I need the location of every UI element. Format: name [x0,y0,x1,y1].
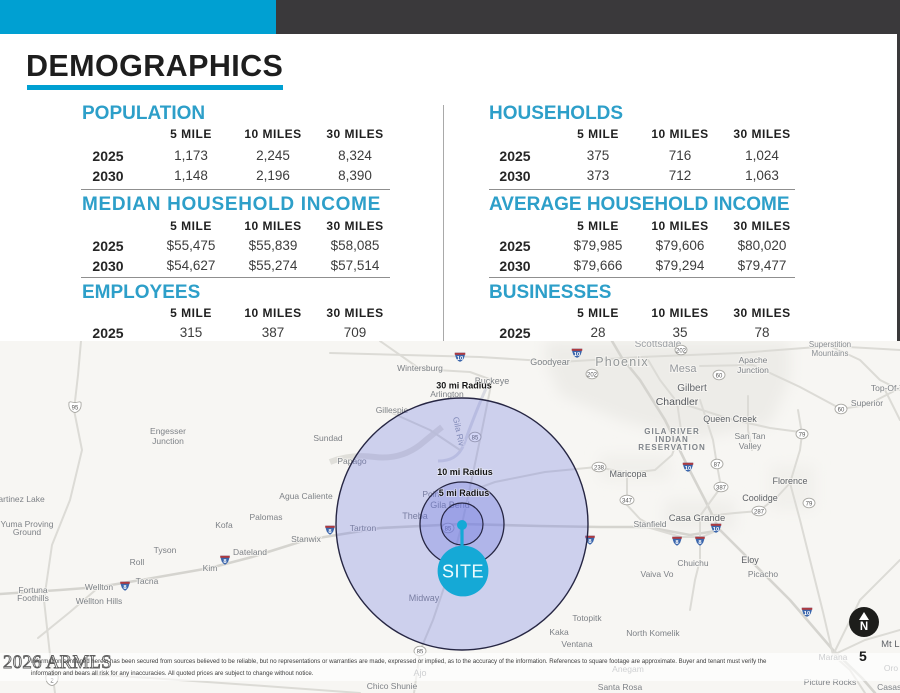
svg-text:Superstition: Superstition [809,341,851,349]
svg-text:Ground: Ground [13,527,42,537]
svg-text:Engesser: Engesser [150,426,186,436]
svg-text:8: 8 [698,540,702,546]
svg-text:Dateland: Dateland [233,547,267,557]
svg-text:RESERVATION: RESERVATION [638,443,705,452]
svg-text:Tyson: Tyson [154,545,177,555]
svg-text:Casas A: Casas A [877,682,900,692]
svg-text:Maricopa: Maricopa [609,469,646,479]
svg-text:Goodyear: Goodyear [530,357,570,367]
svg-text:Florence: Florence [772,476,807,486]
svg-text:8: 8 [588,539,592,545]
svg-text:Tartron: Tartron [350,523,377,533]
svg-text:Junction: Junction [737,365,769,375]
svg-text:347: 347 [622,499,633,505]
svg-text:Stanwix: Stanwix [291,534,322,544]
svg-text:North Komelik: North Komelik [626,628,680,638]
svg-text:202: 202 [676,349,687,355]
svg-text:Ventana: Ventana [561,639,592,649]
svg-text:Roll: Roll [130,557,145,567]
svg-text:Scottsdale: Scottsdale [635,341,682,350]
svg-text:Chico Shunie: Chico Shunie [367,681,418,691]
svg-text:GILA RIVER: GILA RIVER [644,427,699,436]
svg-text:30 mi Radius: 30 mi Radius [436,381,492,391]
svg-text:Totopitk: Totopitk [572,613,602,623]
svg-text:8: 8 [328,529,332,535]
svg-text:10: 10 [574,352,580,358]
svg-text:Superior: Superior [851,398,883,408]
svg-text:Wellton Hills: Wellton Hills [76,596,123,606]
svg-text:Kofa: Kofa [215,520,233,530]
svg-text:Queen Creek: Queen Creek [703,414,757,424]
svg-text:Mesa: Mesa [670,363,698,375]
svg-text:Midway: Midway [409,593,440,603]
svg-text:Kaka: Kaka [549,627,569,637]
svg-text:8: 8 [223,559,227,565]
svg-text:287: 287 [754,510,765,516]
svg-text:Palomas: Palomas [249,512,282,522]
svg-text:Kim: Kim [203,563,218,573]
svg-text:Foothills: Foothills [17,593,49,603]
svg-text:Agua Caliente: Agua Caliente [279,491,333,501]
svg-text:Apache: Apache [739,355,768,365]
svg-text:5 mi Radius: 5 mi Radius [439,488,490,498]
svg-text:202: 202 [587,373,598,379]
svg-text:8: 8 [123,585,127,591]
svg-text:95: 95 [72,406,79,412]
svg-text:Mt Le: Mt Le [881,639,900,650]
svg-text:87: 87 [714,463,721,469]
svg-text:Buckeye: Buckeye [475,376,510,386]
svg-text:85: 85 [445,527,452,533]
svg-text:Coolidge: Coolidge [742,493,778,503]
svg-text:10: 10 [804,611,810,617]
svg-text:Valley: Valley [739,441,762,451]
svg-text:Top-Of-Th: Top-Of-Th [871,383,900,393]
svg-text:10 mi Radius: 10 mi Radius [437,467,493,477]
svg-text:60: 60 [838,408,845,414]
svg-text:Vaiva Vo: Vaiva Vo [641,569,674,579]
svg-text:Phoenix: Phoenix [595,355,649,369]
svg-text:10: 10 [713,527,719,533]
svg-text:Yuma Proving: Yuma Proving [1,519,54,529]
svg-text:10: 10 [685,466,691,472]
svg-text:10: 10 [457,356,463,362]
svg-text:8: 8 [675,540,679,546]
svg-text:85: 85 [472,436,479,442]
svg-text:Gillespie: Gillespie [376,405,409,415]
svg-text:Gilbert: Gilbert [677,383,707,394]
svg-text:Picacho: Picacho [748,569,779,579]
svg-text:Santa Rosa: Santa Rosa [598,682,643,692]
svg-text:Wellton: Wellton [85,582,113,592]
svg-text:Mountains: Mountains [812,349,849,358]
svg-text:INDIAN: INDIAN [655,435,689,444]
svg-text:Chandler: Chandler [656,396,699,408]
svg-text:387: 387 [716,486,727,492]
svg-text:Fortuna: Fortuna [18,585,48,595]
svg-text:SITE: SITE [442,562,484,582]
svg-text:Stanfield: Stanfield [633,519,666,529]
svg-text:Arlington: Arlington [430,389,464,399]
svg-text:2: 2 [50,679,54,685]
svg-text:60: 60 [716,374,723,380]
svg-text:Casa Grande: Casa Grande [669,513,726,524]
svg-text:79: 79 [806,502,813,508]
svg-text:85: 85 [417,650,424,656]
svg-text:Tacna: Tacna [136,576,159,586]
svg-text:238: 238 [594,466,605,472]
svg-text:Gila Bend: Gila Bend [430,500,470,510]
svg-text:Eloy: Eloy [741,555,759,565]
svg-text:Chuichu: Chuichu [677,558,708,568]
svg-text:Junction: Junction [152,436,184,446]
svg-text:Sundad: Sundad [313,433,343,443]
svg-text:Martinez Lake: Martinez Lake [0,494,45,504]
svg-text:San Tan: San Tan [734,431,765,441]
svg-text:Wintersburg: Wintersburg [397,363,443,373]
svg-text:79: 79 [799,433,806,439]
